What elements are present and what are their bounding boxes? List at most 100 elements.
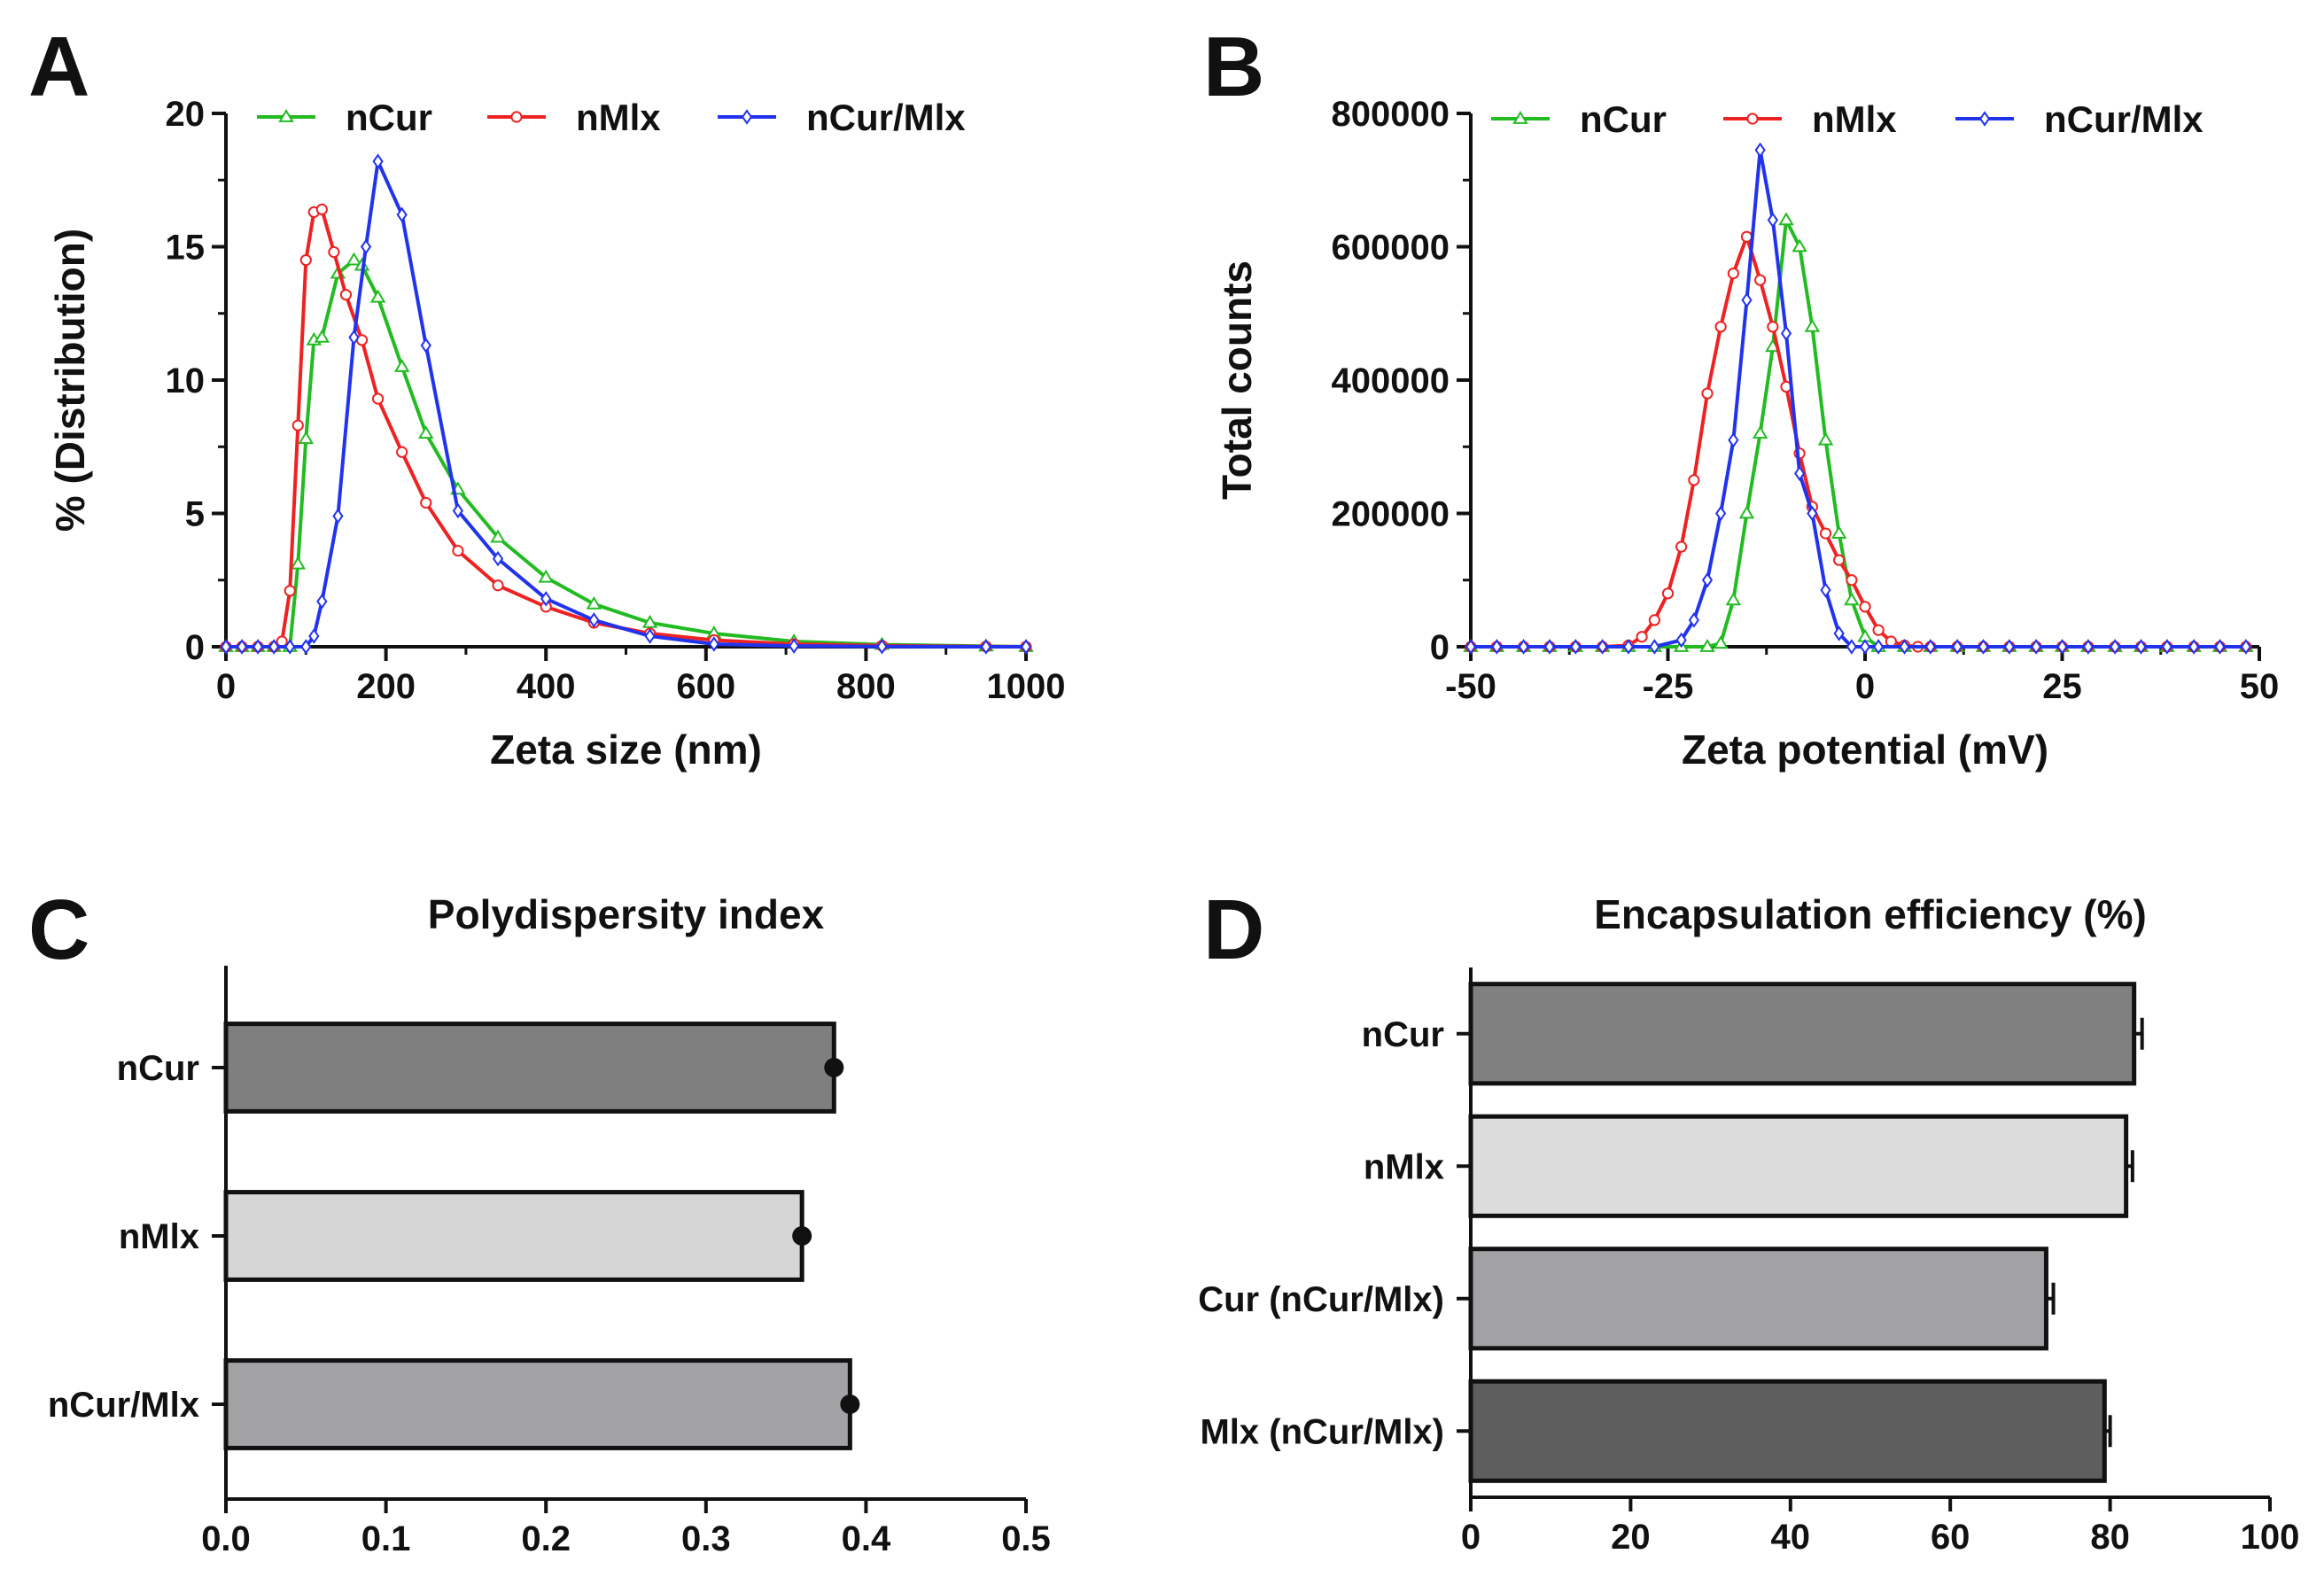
data-point-ncur — [490, 529, 506, 543]
data-point-ncur-mlx — [1833, 625, 1845, 641]
data-point-nmlx — [1859, 601, 1871, 613]
data-point-nmlx — [339, 289, 353, 301]
data-point-nmlx — [1846, 574, 1858, 587]
data-point-ncur — [1817, 431, 1834, 446]
panel-letter-d: D — [1203, 882, 1264, 977]
x-tick-label: -25 — [1643, 667, 1694, 706]
data-point-nmlx — [276, 635, 288, 648]
data-point-ncur-mlx — [360, 238, 372, 255]
data-point-ncur — [586, 595, 602, 610]
panel-c-bar-chart: C Polydispersity index nCur nMlx nCur/Mlx 0.… — [28, 882, 1051, 1558]
data-point-ncur-mlx — [2082, 639, 2094, 655]
x-tick-label: 40 — [1771, 1518, 1811, 1557]
data-point-nmlx — [1688, 474, 1700, 486]
data-point-ncur-mlx — [1518, 639, 1529, 655]
x-axis-title: Zeta potential (mV) — [1682, 726, 2048, 773]
data-point-ncur-mlx — [300, 639, 312, 655]
data-point-ncur-mlx — [2214, 639, 2226, 655]
data-point-ncur — [314, 329, 330, 343]
x-tick-label: 0 — [216, 667, 236, 706]
y-tick-label: 20 — [166, 95, 206, 134]
data-point-ncur-mlx — [588, 612, 600, 628]
data-point-nmlx — [420, 496, 432, 509]
data-point-nmlx — [792, 1226, 812, 1246]
x-tick-label: 0.2 — [521, 1519, 571, 1558]
data-point-ncur-mlx — [492, 550, 504, 567]
data-point-ncur-mlx — [1794, 465, 1806, 482]
category-label-ncur-mlx: nCur/Mlx — [48, 1386, 199, 1425]
legend-label-ncur-mlx: nCur/Mlx — [2044, 98, 2204, 140]
y-tick-label: 600000 — [1332, 229, 1450, 268]
data-point-ncur-mlx — [1924, 639, 1936, 655]
data-point-ncur — [1713, 635, 1729, 649]
data-point-ncur-mlx — [308, 628, 320, 644]
data-point-ncur-mlx — [2240, 639, 2251, 655]
data-point-nmlx — [328, 245, 340, 259]
data-point-ncur-mlx — [1728, 431, 1739, 448]
data-point-ncur-mlx — [1978, 639, 1989, 655]
data-point-nmlx — [452, 545, 464, 557]
y-tick-label: 400000 — [1332, 361, 1450, 400]
legend-label-ncur-mlx: nCur/Mlx — [806, 97, 966, 138]
bar-ncur-mlx — [223, 1358, 852, 1450]
x-tick-label: 600 — [676, 667, 735, 706]
panel-letter-b: B — [1203, 19, 1264, 114]
data-point-ncur-mlx — [644, 628, 656, 644]
data-point-ncur-mlx — [2003, 639, 2015, 655]
legend-marker-ncur — [278, 109, 294, 122]
data-point-ncur-mlx — [452, 502, 463, 519]
data-point-nmlx — [1701, 387, 1714, 400]
data-point-ncur — [1844, 592, 1860, 606]
data-point-ncur-mlx — [1675, 632, 1687, 649]
data-point-ncur — [298, 431, 315, 445]
data-point-ncur-mlx — [876, 638, 888, 655]
x-tick-label: 50 — [2240, 667, 2280, 706]
x-tick-label: 400 — [517, 667, 576, 706]
data-point-ncur-mlx — [1767, 212, 1778, 229]
x-tick-label: 1000 — [987, 667, 1066, 706]
data-point-nmlx — [371, 392, 385, 405]
category-label-ncur: nCur — [1362, 1015, 1444, 1054]
data-point-ncur — [1752, 425, 1768, 439]
data-point-ncur-mlx — [2188, 639, 2200, 655]
data-point-nmlx — [284, 585, 296, 597]
data-point-ncur — [346, 252, 362, 266]
data-point-ncur-mlx — [840, 1395, 860, 1414]
data-point-nmlx — [1885, 635, 1897, 648]
legend-marker-nmlx — [1746, 113, 1759, 125]
data-point-ncur-mlx — [1820, 582, 1831, 598]
data-point-ncur-mlx — [332, 508, 344, 524]
chart-title: Encapsulation efficiency (%) — [1594, 891, 2147, 937]
legend-label-ncur: nCur — [1580, 98, 1667, 140]
x-tick-label: 0.4 — [842, 1519, 891, 1558]
data-point-ncur-mlx — [396, 206, 408, 223]
data-point-ncur-mlx — [1899, 639, 1910, 655]
y-tick-label: 0 — [1430, 628, 1450, 667]
data-point-ncur-mlx — [1649, 639, 1660, 655]
bar-cur-ncur-mlx — [1468, 1247, 2048, 1351]
data-point-nmlx — [396, 446, 408, 458]
data-point-ncur-mlx — [1807, 505, 1818, 522]
data-point-ncur — [290, 556, 307, 570]
data-point-ncur-mlx — [1754, 142, 1766, 159]
data-point-ncur-mlx — [348, 330, 360, 346]
series-line-nmlx — [1471, 235, 2246, 649]
data-point-nmlx — [1740, 230, 1753, 243]
data-point-ncur-mlx — [1465, 639, 1477, 655]
data-point-nmlx — [1661, 587, 1675, 600]
x-tick-label: 0 — [1461, 1518, 1481, 1557]
x-tick-label: 80 — [2090, 1518, 2130, 1557]
data-point-ncur — [641, 614, 658, 628]
legend-marker-ncur — [1512, 111, 1528, 124]
x-tick-label: 100 — [2241, 1518, 2300, 1557]
data-point-ncur-mlx — [708, 636, 719, 652]
category-label-ncur: nCur — [117, 1049, 199, 1088]
x-axis-title: Zeta size (nm) — [490, 726, 762, 773]
data-point-nmlx — [315, 203, 328, 215]
data-point-ncur — [1830, 525, 1847, 539]
x-tick-label: 800 — [836, 667, 896, 706]
data-point-ncur — [824, 1058, 844, 1077]
data-point-ncur-mlx — [2161, 639, 2172, 655]
y-tick-label: 800000 — [1332, 95, 1450, 134]
series-line-ncur — [1471, 218, 2246, 649]
